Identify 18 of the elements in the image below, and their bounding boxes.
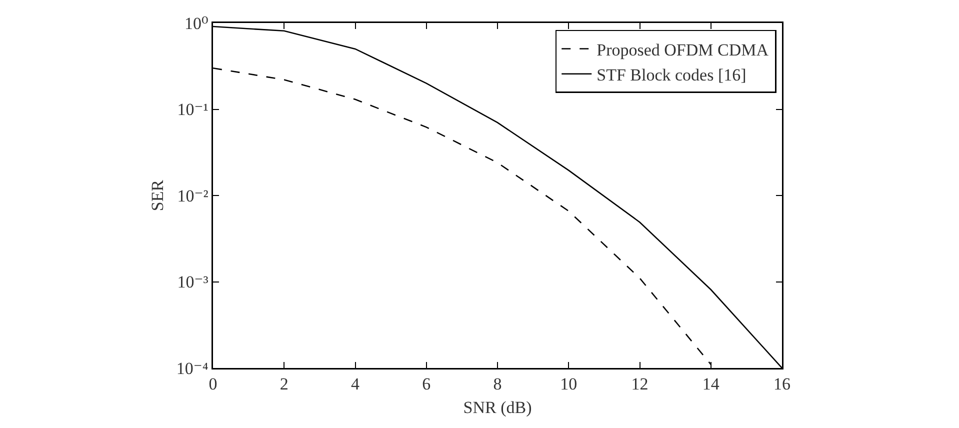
y-tick-label: 10⁻¹ [177, 100, 208, 120]
x-tick-label: 10 [560, 374, 578, 394]
x-tick-label: 12 [631, 374, 648, 394]
x-tick-label: 8 [493, 374, 502, 394]
legend-label: STF Block codes [16] [596, 65, 746, 84]
y-tick-label: 10⁻² [177, 186, 208, 206]
y-tick-label: 10⁰ [184, 14, 208, 33]
y-tick-label: 10⁻⁴ [176, 358, 208, 378]
y-axis-title: SER [148, 179, 168, 212]
x-tick-label: 16 [774, 374, 790, 394]
y-tick-label: 10⁻³ [177, 272, 208, 292]
x-tick-label: 2 [280, 374, 288, 394]
x-tick-label: 4 [351, 374, 360, 394]
x-tick-label: 0 [208, 374, 218, 394]
x-axis-title: SNR (dB) [463, 398, 532, 417]
x-tick-label: 14 [702, 374, 720, 394]
legend-label: Proposed OFDM CDMA [596, 40, 770, 60]
x-tick-label: 6 [422, 374, 431, 394]
